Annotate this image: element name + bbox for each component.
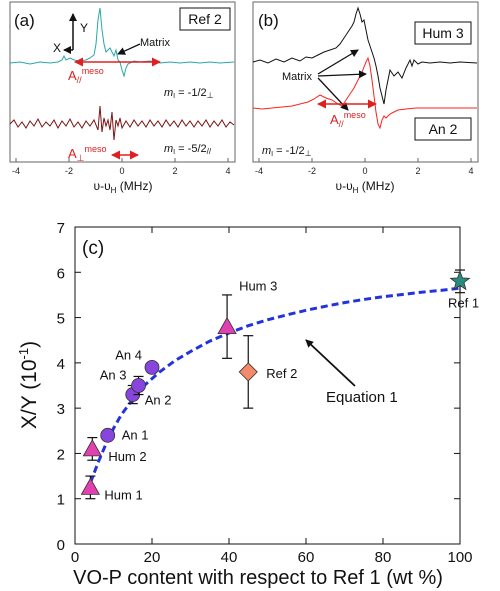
panel-a-ref-box [179,7,231,31]
panel-a-matrix-arrow [117,43,141,55]
panel-c-x-tick-label: 40 [221,549,238,566]
point-ref-2 [238,362,258,382]
point-an-2-label: An 2 [145,393,172,408]
ticks-a-tick-label: -4 [12,166,20,176]
panel-a-x-label: υ-υH (MHz) [94,179,153,195]
panel-b-matrix-arrow-1 [317,49,359,75]
point-hum-2 [82,439,103,457]
panel-c-y-label: X/Y (10-1) [16,341,41,429]
panel-c-label: (c) [82,238,104,259]
panel-b-box-top [414,21,472,45]
panel-b-matrix-arrow-3 [317,77,349,111]
point-hum-1 [80,477,101,495]
ticks-b-tick-label: 2 [415,166,420,176]
panel-b-matrix-arrow-2 [317,70,367,79]
panel-b-box-top-label: Hum 3 [422,25,463,41]
panel-a-trace-top [9,7,235,78]
point-ref-2-label: Ref 2 [266,366,297,381]
panel-a-matrix-label: Matrix [140,37,170,49]
panel-c-y-tick-label: 4 [57,356,65,373]
panel-b-matrix-label: Matrix [282,71,312,83]
panel-b-label: (b) [258,11,279,30]
panel-a-axis-y: Y [80,21,88,35]
point-hum-2-label: Hum 2 [108,449,146,464]
point-an-4-label: An 4 [115,347,142,362]
point-an-3 [131,378,146,393]
panel-c-ticks: 0 20 40 60 80 100 0 1 2 3 4 5 6 7 [57,220,473,566]
panel-c-fit [88,286,461,484]
point-ref-1 [449,270,471,291]
panel-a-x-ticks: -4 -2 0 2 4 [12,158,231,176]
panel-c-y-tick-label: 3 [57,401,65,418]
panel-a-ml1-label: mI = -1/2⊥ [164,87,214,100]
point-hum-3-label: Hum 3 [239,279,277,294]
point-hum-3 [217,316,237,335]
panel-a-ref-label: Ref 2 [188,11,222,27]
panel-b-x-label: υ-υH (MHz) [336,179,395,195]
ticks-a-tick-label: 2 [172,166,177,176]
ticks-a-tick-label: -2 [65,166,73,176]
panel-c-x-tick-label: 20 [144,549,161,566]
panel-a: (a) Ref 2 Y X Matrix A//meso mI = -1/2⊥ … [9,1,236,195]
panel-b-x-ticks: -4 -2 0 2 4 [255,158,474,176]
panel-c-y-tick-label: 0 [57,537,65,554]
panel-b-trace-top [252,6,478,105]
panel-c: (c) X/Y (10-1) VO-P content with respect… [16,220,479,589]
point-an-3-label: An 3 [100,368,127,383]
panel-c-x-tick-label: 60 [298,549,315,566]
panel-a-ml2-label: mI = -5/2// [164,143,212,156]
ticks-b-tick-label: -4 [255,166,263,176]
ticks-a-tick-label: 4 [225,166,230,176]
panel-a-axis-x: X [53,41,61,55]
panel-c-fit-curve [88,286,461,484]
panel-c-y-tick-label: 1 [57,492,65,509]
point-an-4 [144,359,160,375]
panel-b-a-par-label: A//meso [330,110,366,129]
panel-b-ml-label: mI = -1/2⊥ [262,145,312,158]
panel-a-label: (a) [14,11,35,30]
panel-c-x-tick-label: 100 [447,549,472,566]
panel-b-box-bottom [414,117,472,141]
ticks-b-tick-label: 4 [468,166,473,176]
ticks-b-tick-label: 0 [362,166,367,176]
panel-c-x-label: VO-P content with respect to Ref 1 (wt %… [73,567,443,589]
panel-c-equation-arrow [305,339,356,387]
panel-c-x-tick-label: 80 [375,549,392,566]
point-an-1 [100,427,116,443]
panel-c-equation-label: Equation 1 [326,389,398,406]
point-an-1-label: An 1 [122,427,149,442]
panel-a-a-par-label: A//meso [68,66,104,85]
ticks-a-tick-label: 0 [119,166,124,176]
panel-c-y-tick-label: 2 [57,446,65,463]
point-hum-1-label: Hum 1 [104,487,142,502]
panel-b: (b) Hum 3 An 2 Matrix A//meso mI = -1/2⊥… [252,1,479,195]
panel-a-trace-bottom [9,105,235,141]
ticks-b-tick-label: -2 [308,166,316,176]
panel-c-points: Hum 1 Hum 2 An 1 An 2 An 3 An 4 Hum 3 Ref 2 Ref … [80,269,479,502]
panel-c-y-tick-label: 7 [57,220,65,237]
panel-c-y-tick-label: 6 [57,265,65,282]
panel-b-box-bottom-label: An 2 [429,121,458,137]
panel-c-y-tick-label: 5 [57,311,65,328]
point-ref-1-label: Ref 1 [448,295,479,310]
panel-c-x-tick-label: 0 [71,549,79,566]
panel-a-a-perp-label: A⊥meso [68,144,107,163]
panel-b-trace-bottom [252,56,477,130]
